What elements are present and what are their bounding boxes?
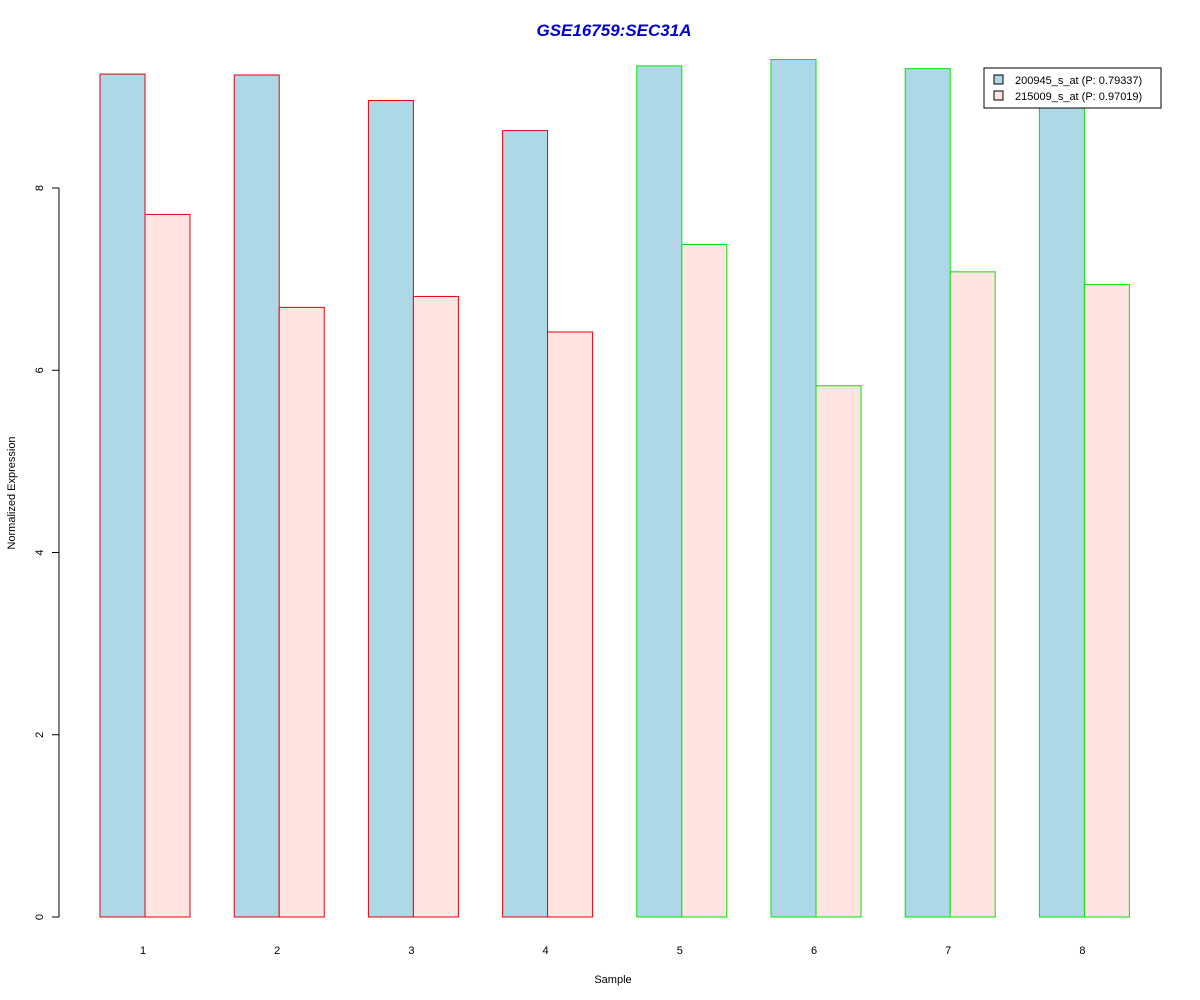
bar-s2-sample-4 [547,331,594,918]
bar-s2-sample-8 [1083,284,1130,918]
y-axis: 0 2 4 6 8 [34,185,60,920]
bar-s2-sample-5 [681,243,728,918]
bar-s1-sample-6 [770,59,817,918]
legend-swatch-215009 [993,90,1004,101]
chart-title: GSE16759:SEC31A [537,21,692,40]
x-tick-label-7: 7 [945,945,951,957]
bar-s1-sample-7 [904,68,951,918]
bar-s1-sample-5 [636,65,683,918]
bar-s2-sample-6 [815,385,862,918]
bar-s2-sample-7 [949,271,996,918]
y-tick-label-0: 0 [34,914,46,920]
bar-s1-sample-3 [367,100,414,918]
bar-s1-sample-4 [502,130,549,918]
x-tick-label-8: 8 [1079,945,1085,957]
bar-s1-sample-8 [1038,101,1085,918]
legend-box [983,67,1162,109]
x-tick-label-1: 1 [140,945,146,957]
legend-label-215009: 215009_s_at (P: 0.97019) [1015,91,1142,103]
x-axis-label: Sample [594,974,631,986]
y-tick-label-4: 4 [34,549,46,555]
y-tick-label-8: 8 [34,185,46,191]
bar-s2-sample-3 [412,295,459,918]
x-tick-label-6: 6 [811,945,817,957]
legend-swatch-200945 [993,74,1004,85]
legend: 200945_s_at (P: 0.79337) 215009_s_at (P:… [983,67,1162,109]
bars-group [99,59,1130,918]
bar-s1-sample-2 [233,74,280,918]
bar-s2-sample-1 [144,213,191,918]
x-tick-label-2: 2 [274,945,280,957]
x-axis: 1 2 3 4 5 6 7 8 [140,945,1086,957]
x-tick-label-4: 4 [543,945,549,957]
y-axis-label: Normalized Expression [6,436,18,549]
x-tick-label-5: 5 [677,945,683,957]
y-tick-label-6: 6 [34,367,46,373]
bar-s2-sample-2 [278,306,325,918]
legend-label-200945: 200945_s_at (P: 0.79337) [1015,75,1142,87]
x-tick-label-3: 3 [408,945,414,957]
bar-s1-sample-1 [99,73,146,918]
y-tick-label-2: 2 [34,732,46,738]
